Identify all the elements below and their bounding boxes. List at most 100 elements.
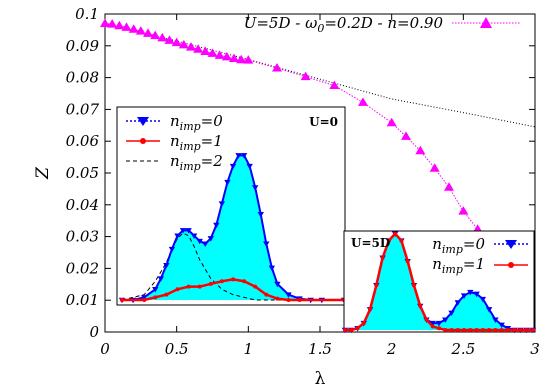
- inset-u5d-series-0-point-19: [460, 293, 468, 299]
- inset-u0-series-0-point-3: [152, 287, 159, 293]
- y-tick-label-5: 0.05: [66, 164, 99, 182]
- inset-u5d-series-0-point-21: [473, 291, 480, 298]
- series-z-point-25: [386, 117, 397, 127]
- inset-u5d-series-1-point-13: [424, 317, 429, 322]
- y-tick-label-10: 0.1: [75, 5, 99, 23]
- inset-u0-legend-marker-0: [137, 117, 149, 126]
- series-z-point-2: [114, 20, 125, 30]
- series-z-point-19: [236, 54, 247, 64]
- series-z-point-29: [444, 182, 454, 191]
- main-series-layer: [100, 18, 536, 233]
- inset-u5d-legend-marker-1: [508, 262, 514, 268]
- inset-u0-series-0-point-16: [224, 179, 231, 186]
- inset-u0-series-1-point-11: [253, 284, 258, 289]
- inset-u0-series-1-point-15: [297, 298, 302, 302]
- series-z-point-0: [100, 18, 110, 28]
- inset-u5d-series-1-point-24: [493, 328, 498, 332]
- inset-u0-title: U=0: [309, 115, 338, 129]
- x-tick-label-0: 0: [100, 340, 110, 358]
- inset-u5d-series-1-point-10: [405, 259, 410, 264]
- series-z-point-7: [150, 30, 161, 40]
- inset-u0-series-0-point-10: [190, 233, 198, 239]
- inset-u5d-series-1-point-30: [531, 328, 535, 332]
- inset-u5d-series-0-point-17: [448, 310, 455, 317]
- inset-u5d-series-1-point-3: [361, 321, 366, 326]
- inset-u0-series-0-point-12: [202, 241, 209, 247]
- inset-u5d-series-1-point-7: [386, 238, 391, 243]
- series-z-point-14: [200, 46, 211, 56]
- y-tick-label-4: 0.04: [66, 196, 99, 214]
- inset-u0-series-0-point-24: [268, 265, 276, 272]
- inset-u5d-series-1-point-29: [524, 328, 529, 332]
- inset-u0-series-0-point-2: [141, 295, 148, 301]
- series-z-point-9: [164, 35, 175, 44]
- inset-u5d-series-1-point-16: [443, 328, 448, 332]
- inset-u5d-series-1-point-25: [499, 328, 504, 332]
- inset-u5d-series-1-point-14: [430, 324, 435, 329]
- inset-u0-series-0-point-23: [263, 241, 270, 247]
- inset-u0-series-0-point-17: [229, 163, 237, 170]
- inset-u5d-series-1-point-21: [474, 328, 479, 332]
- inset-u0-series-0-point-13: [207, 236, 214, 242]
- inset-u5d-series-0-point-16: [442, 317, 449, 323]
- inset-u0-series-1-point-12: [264, 292, 269, 297]
- series-z-point-22: [300, 71, 311, 81]
- inset-u0-series-1-point-8: [219, 279, 224, 284]
- x-tick-label-6: 3: [530, 340, 540, 358]
- inset-u0-legend-label-0: nimp=0: [170, 112, 223, 133]
- inset-u0-series-2-line: [121, 232, 344, 301]
- inset-u5d-series-1-point-9: [399, 238, 404, 243]
- y-tick-label-6: 0.06: [66, 132, 100, 150]
- series-z-point-6: [143, 28, 153, 37]
- series-z-point-16: [214, 50, 225, 59]
- inset-u5d: U=5D nimp=0 nimp=1: [341, 230, 537, 334]
- inset-u5d-series-1-point-23: [487, 328, 492, 332]
- inset-u5d-series-1-point-19: [462, 328, 467, 332]
- inset-u0-series-layer: [118, 153, 348, 304]
- inset-u5d-legend: nimp=0 nimp=1: [432, 235, 528, 276]
- series-z-point-3: [121, 22, 132, 31]
- inset-u5d-series-1-point-5: [374, 283, 379, 288]
- series-z-point-21: [272, 63, 282, 72]
- inset-u5d-series-1-point-20: [468, 328, 473, 332]
- inset-u0-legend-marker-1: [140, 138, 146, 144]
- inset-u5d-legend-marker-0: [505, 240, 517, 249]
- inset-u5d-series-1-point-0: [343, 328, 347, 332]
- inset-u5d-title: U=5D: [351, 236, 390, 250]
- inset-u0-series-1-point-7: [208, 281, 213, 286]
- y-axis-label: Z: [33, 166, 53, 180]
- inset-u0-series-0-point-6: [168, 246, 176, 253]
- inset-u0-series-1-point-14: [286, 298, 291, 302]
- inset-u0-series-0-point-9: [185, 228, 192, 234]
- series-z-point-18: [229, 53, 239, 63]
- inset-u0-series-1-point-0: [120, 298, 124, 302]
- x-axis-label: λ: [315, 369, 326, 388]
- inset-u0-series-1-point-4: [175, 287, 180, 292]
- inset-u5d-series-0-point-15: [435, 320, 443, 327]
- y-tick-label-9: 0.09: [66, 37, 100, 55]
- series-z-point-27: [415, 145, 426, 155]
- series-z-point-5: [135, 26, 146, 35]
- inset-u0-series-0-point-22: [257, 212, 264, 218]
- inset-u5d-series-1-point-12: [418, 303, 423, 308]
- inset-u5d-series-1-point-17: [449, 328, 454, 332]
- main-legend-marker: [480, 17, 492, 28]
- inset-u5d-series-1-point-28: [518, 328, 523, 332]
- inset-u0-series-1-point-13: [275, 296, 280, 301]
- series-z-point-1: [107, 19, 118, 28]
- inset-u0-series-0-point-26: [285, 292, 292, 298]
- inset-u0-series-1-point-5: [186, 284, 191, 289]
- inset-u0-series-1-point-3: [164, 292, 169, 297]
- inset-u5d-series-0-point-22: [479, 296, 487, 303]
- inset-u5d-series-0-point-23: [485, 307, 493, 313]
- inset-u5d-series-1-point-2: [355, 326, 360, 331]
- series-z-point-15: [207, 48, 218, 57]
- inset-u0-series-0-point-15: [218, 201, 226, 207]
- inset-u5d-series-1-point-6: [380, 255, 385, 260]
- inset-u5d-series-0-point-25: [498, 322, 505, 329]
- series-reference-line: [104, 23, 536, 128]
- series-z-point-11: [178, 39, 189, 49]
- main-legend: U=5D - ω0=0.2D - n=0.90: [244, 14, 520, 35]
- y-tick-label-7: 0.07: [66, 100, 100, 118]
